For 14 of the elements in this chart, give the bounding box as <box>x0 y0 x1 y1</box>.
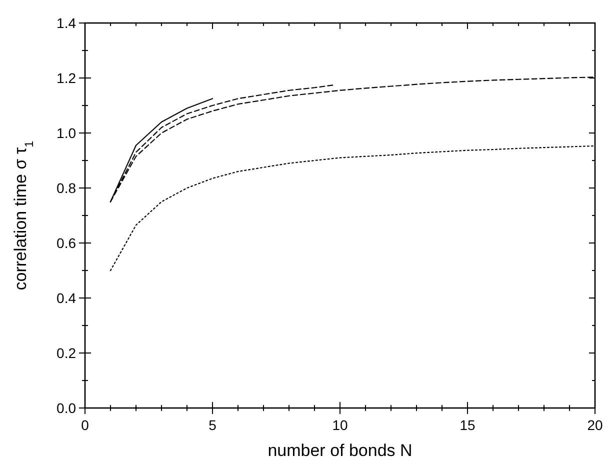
x-tick-label: 20 <box>587 417 603 433</box>
y-tick-label: 1.4 <box>56 15 76 31</box>
y-tick-label: 1.0 <box>56 125 76 141</box>
x-tick-label: 5 <box>208 417 217 433</box>
y-tick-label: 0.6 <box>56 235 76 251</box>
y-tick-label: 0.0 <box>56 400 76 416</box>
y-tick-label: 0.4 <box>56 290 76 306</box>
x-tick-label: 10 <box>332 417 348 433</box>
x-axis-title: number of bonds N <box>268 441 412 460</box>
y-tick-label: 0.8 <box>56 180 76 196</box>
x-tick-label: 15 <box>460 417 476 433</box>
y-tick-label: 1.2 <box>56 70 76 86</box>
x-tick-label: 0 <box>81 417 90 433</box>
y-tick-label: 0.2 <box>56 345 76 361</box>
